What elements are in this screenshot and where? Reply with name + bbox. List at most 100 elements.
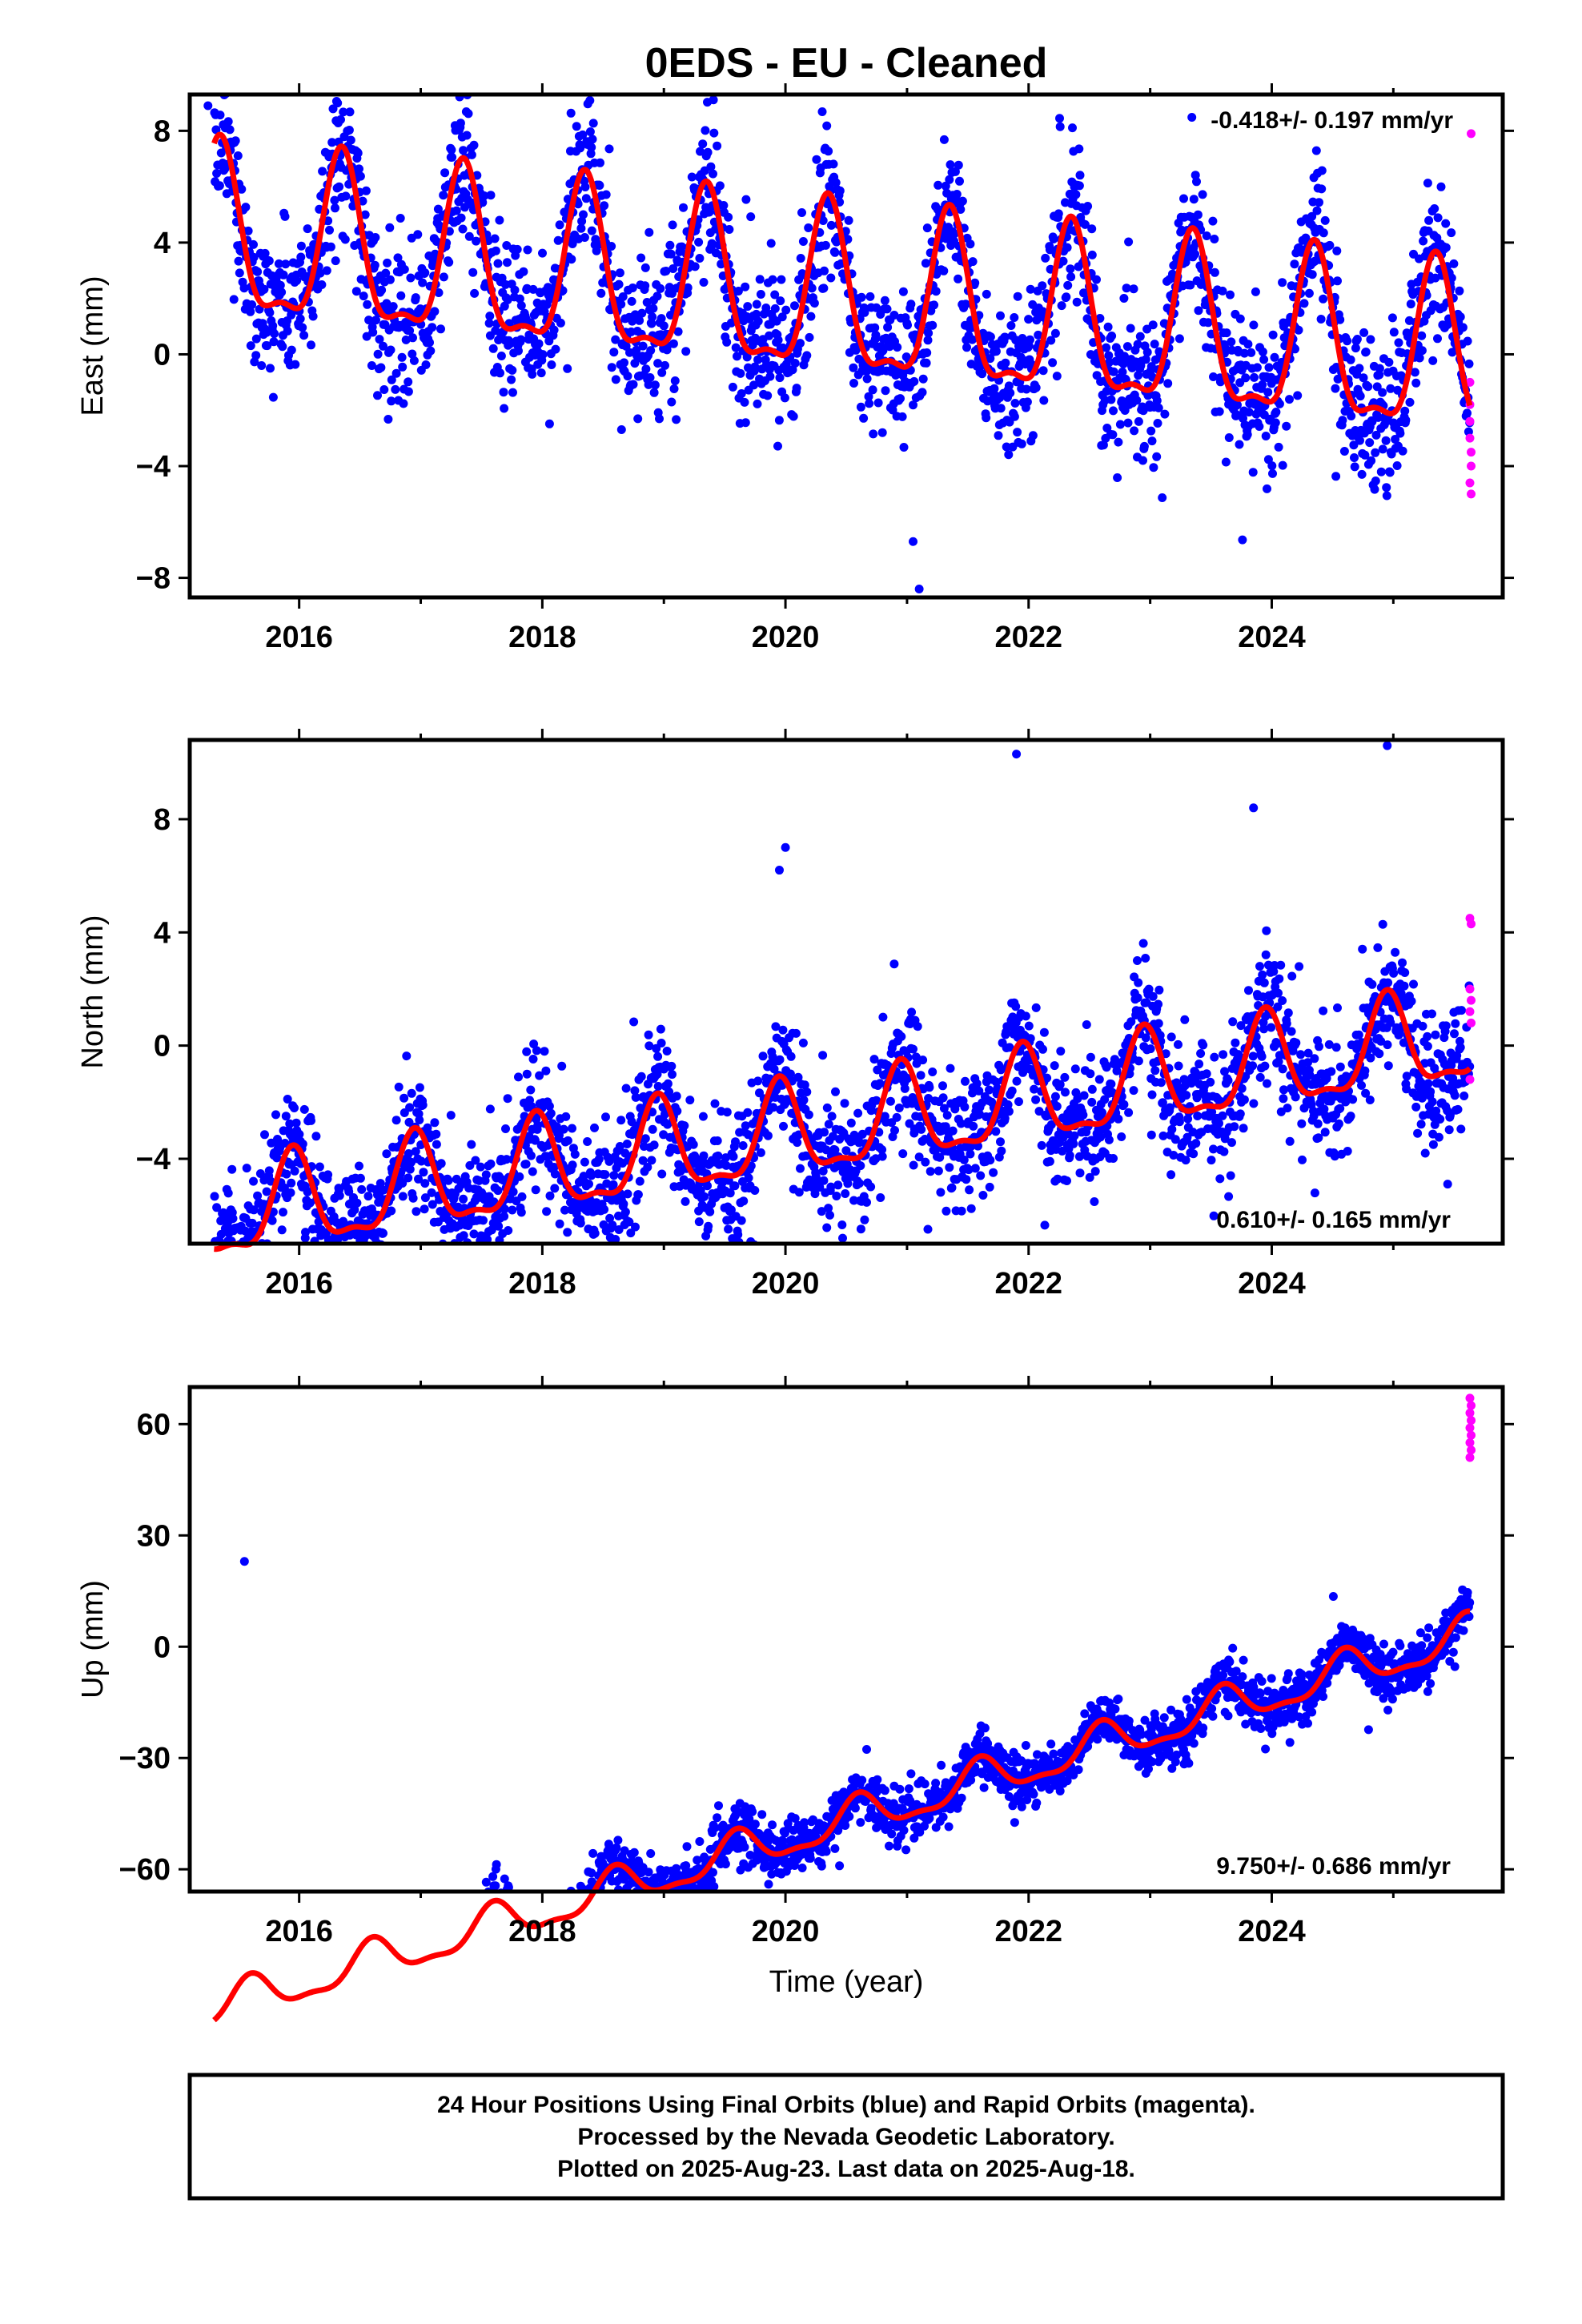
final-point: [1141, 1033, 1150, 1043]
final-point: [364, 1272, 373, 1281]
final-point: [970, 1164, 980, 1173]
final-point: [1210, 235, 1219, 243]
final-point: [1219, 1147, 1229, 1156]
final-point: [1122, 342, 1132, 352]
final-point: [704, 1221, 713, 1231]
final-point: [1351, 344, 1360, 353]
final-point: [1276, 960, 1286, 970]
final-point: [1312, 206, 1322, 215]
final-point: [1218, 286, 1227, 296]
final-point: [1378, 919, 1387, 929]
final-point: [1456, 1043, 1465, 1052]
final-point: [945, 175, 954, 184]
final-point: [1460, 1092, 1469, 1100]
final-point: [432, 1140, 441, 1149]
final-point: [1319, 1104, 1329, 1114]
final-point: [247, 1218, 257, 1228]
final-point: [1358, 944, 1367, 954]
final-point: [706, 162, 716, 171]
final-point: [996, 1065, 1006, 1075]
final-point: [536, 368, 546, 378]
final-point: [305, 1198, 315, 1208]
final-point: [775, 373, 785, 383]
final-point: [1367, 979, 1377, 989]
final-point: [210, 1192, 219, 1201]
final-point: [1291, 1092, 1300, 1102]
final-point: [1061, 1088, 1070, 1097]
final-point: [323, 216, 333, 226]
final-point: [804, 223, 813, 232]
final-point: [1313, 1119, 1323, 1128]
final-point: [244, 1306, 253, 1315]
final-point: [1191, 1139, 1201, 1148]
final-point: [1169, 1151, 1178, 1160]
final-point: [241, 203, 251, 212]
final-point: [956, 205, 966, 214]
final-point: [1026, 335, 1034, 344]
final-point: [947, 1183, 957, 1192]
final-point: [1315, 198, 1323, 207]
final-point: [952, 190, 962, 199]
final-point: [1411, 1102, 1421, 1112]
final-point: [298, 323, 307, 332]
final-point: [1285, 395, 1294, 404]
final-point: [1263, 1079, 1271, 1088]
final-point: [1415, 353, 1424, 363]
final-point: [1107, 332, 1117, 340]
final-point: [415, 1116, 424, 1124]
final-point: [857, 292, 866, 302]
final-point: [281, 259, 291, 269]
final-point: [404, 377, 413, 387]
outlier-point: [781, 842, 790, 852]
final-point: [893, 343, 902, 352]
final-point: [710, 1099, 720, 1108]
final-point: [257, 1252, 266, 1261]
final-point: [260, 1130, 269, 1140]
final-point: [1114, 1114, 1123, 1124]
final-point: [295, 314, 305, 324]
final-point: [385, 223, 395, 232]
final-point: [731, 343, 741, 352]
final-point: [1129, 284, 1138, 294]
final-point: [323, 1170, 333, 1180]
final-point: [1138, 456, 1147, 465]
final-point: [555, 220, 564, 230]
final-point: [635, 316, 644, 325]
final-point: [1048, 1136, 1058, 1145]
final-point: [462, 1247, 471, 1256]
final-point: [488, 344, 498, 353]
final-point: [531, 1136, 540, 1145]
final-point: [1355, 364, 1364, 373]
final-point: [228, 1214, 238, 1224]
final-point: [647, 319, 656, 328]
final-point: [254, 1272, 263, 1281]
final-point: [1457, 1006, 1466, 1015]
final-point: [1339, 447, 1349, 456]
final-point: [1418, 1021, 1427, 1031]
rapid-point: [1465, 478, 1475, 488]
final-point: [376, 363, 386, 372]
final-point: [339, 1216, 348, 1226]
final-point: [595, 181, 604, 190]
final-point: [299, 331, 309, 340]
final-point: [802, 1088, 812, 1096]
final-point: [680, 1121, 689, 1131]
final-point: [467, 198, 476, 207]
final-point: [892, 1112, 901, 1122]
final-point: [500, 1204, 509, 1214]
final-point: [703, 1181, 712, 1191]
final-point: [469, 140, 479, 150]
final-point: [587, 226, 596, 235]
final-point: [818, 1051, 828, 1060]
final-point: [1104, 1135, 1114, 1144]
rapid-point: [1467, 448, 1476, 457]
final-point: [398, 1179, 408, 1188]
final-point: [724, 1224, 733, 1234]
final-point: [986, 1156, 995, 1165]
final-point: [1193, 1112, 1203, 1120]
final-point: [1049, 235, 1058, 243]
final-point: [942, 1206, 951, 1216]
final-point: [459, 1194, 468, 1204]
final-point: [526, 1085, 536, 1095]
final-point: [1251, 287, 1260, 296]
